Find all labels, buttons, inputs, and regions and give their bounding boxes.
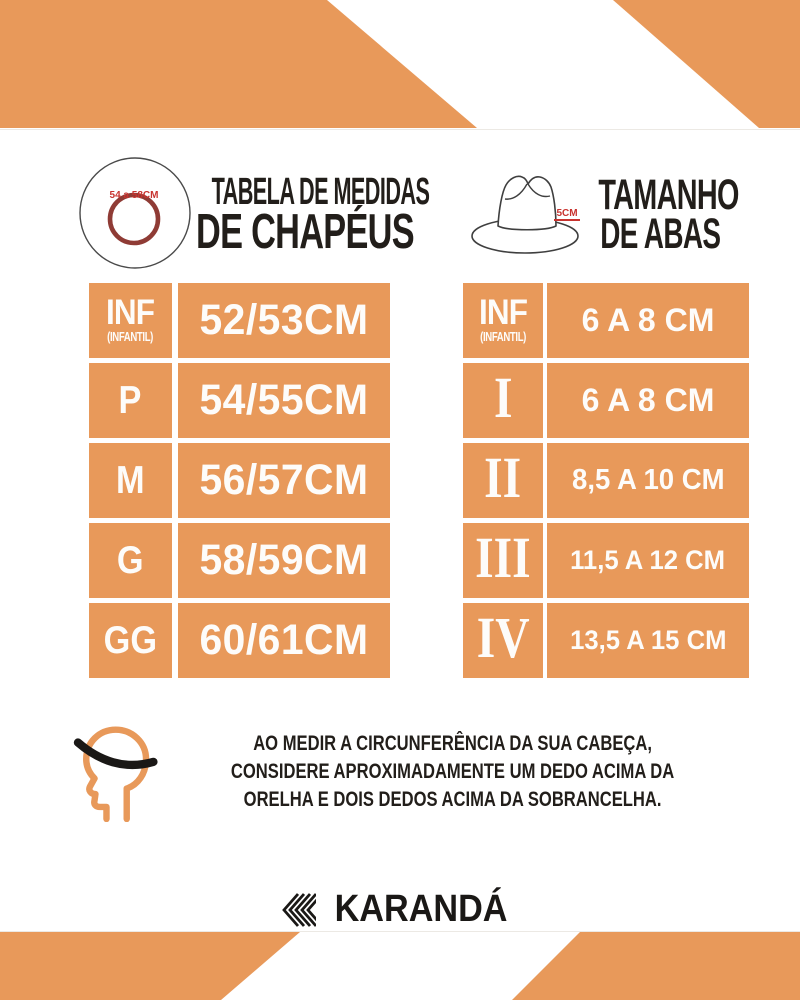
- size-value-cell: 52/53CM: [178, 283, 390, 358]
- brim-label: III: [475, 525, 531, 590]
- brim-width-label: 5CM: [556, 208, 577, 219]
- brim-label: II: [484, 445, 522, 510]
- brim-value-cell: 11,5 A 12 CM: [547, 523, 749, 598]
- brand-logo: KARANDÁ: [0, 888, 800, 931]
- brim-label-cell: II: [463, 443, 543, 518]
- brim-label-cell: I: [463, 363, 543, 438]
- brim-value-cell: 8,5 A 10 CM: [547, 443, 749, 518]
- size-value: 56/57CM: [199, 456, 369, 504]
- brim-label: I: [493, 365, 513, 430]
- size-label-cell: INF (INFANTIL): [89, 283, 172, 358]
- note-line-2: CONSIDERE APROXIMADAMENTE UM DEDO ACIMA …: [231, 760, 675, 783]
- size-value: 60/61CM: [199, 616, 369, 664]
- size-label-cell: GG: [89, 603, 172, 678]
- size-label: G: [117, 538, 144, 582]
- brim-size-title-line1: TAMANHO: [598, 171, 739, 219]
- size-value: 54/55CM: [199, 376, 369, 424]
- brim-value: 11,5 A 12 CM: [570, 545, 726, 575]
- hat-size-title: TABELA DE MEDIDAS DE CHAPÉUS: [160, 173, 430, 259]
- size-label: INF (INFANTIL): [106, 293, 155, 344]
- size-value-cell: 60/61CM: [178, 603, 390, 678]
- size-value-cell: 56/57CM: [178, 443, 390, 518]
- size-value-cell: 58/59CM: [178, 523, 390, 598]
- size-label-cell: P: [89, 363, 172, 438]
- brim-size-title-line2: DE ABAS: [600, 210, 721, 258]
- karanda-logo-mark: [282, 892, 317, 927]
- brim-value-cell: 13,5 A 15 CM: [547, 603, 749, 678]
- brim-size-title: TAMANHO DE ABAS: [568, 171, 752, 258]
- brim-size-table: INF (INFANTIL) 6 A 8 CM I 6 A 8 CM II 8,…: [463, 283, 749, 678]
- brim-value: 8,5 A 10 CM: [571, 464, 725, 496]
- brand-name: KARANDÁ: [335, 888, 508, 930]
- brim-value-cell: 6 A 8 CM: [547, 283, 749, 358]
- size-value-cell: 54/55CM: [178, 363, 390, 438]
- size-label-cell: M: [89, 443, 172, 518]
- brim-value: 6 A 8 CM: [581, 382, 715, 418]
- brim-label: INF (INFANTIL): [478, 293, 528, 344]
- brim-label-cell: INF (INFANTIL): [463, 283, 543, 358]
- hat-size-title-line2: DE CHAPÉUS: [196, 205, 415, 259]
- brim-value-cell: 6 A 8 CM: [547, 363, 749, 438]
- top-ribbon-decoration: [0, 0, 800, 128]
- top-band-edge-line: [0, 129, 800, 130]
- size-label: P: [119, 378, 142, 422]
- brim-label-cell: III: [463, 523, 543, 598]
- measuring-note: AO MEDIR A CIRCUNFERÊNCIA DA SUA CABEÇA,…: [0, 722, 800, 822]
- note-line-3: ORELHA E DOIS DEDOS ACIMA DA SOBRANCELHA…: [244, 788, 662, 811]
- size-label-cell: G: [89, 523, 172, 598]
- note-line-1: AO MEDIR A CIRCUNFERÊNCIA DA SUA CABEÇA,: [253, 732, 653, 755]
- bottom-ribbon-decoration: [0, 932, 800, 1000]
- size-label: M: [116, 458, 145, 502]
- measuring-note-text: AO MEDIR A CIRCUNFERÊNCIA DA SUA CABEÇA,…: [172, 730, 733, 814]
- brim-value: 13,5 A 15 CM: [569, 625, 727, 655]
- fedora-hat-icon: 5CM: [471, 175, 580, 254]
- head-circumference-label: 54 a 58CM: [110, 190, 159, 201]
- size-label: GG: [103, 618, 158, 662]
- brim-label-cell: IV: [463, 603, 543, 678]
- brim-value: 6 A 8 CM: [581, 302, 715, 338]
- size-value: 52/53CM: [199, 296, 369, 344]
- brim-label: IV: [476, 605, 530, 670]
- bottom-band-edge-line: [0, 931, 800, 932]
- head-measure-icon: [74, 726, 158, 822]
- hat-top-view-icon: 54 a 58CM: [79, 157, 191, 269]
- size-value: 58/59CM: [199, 536, 369, 584]
- hat-size-table: INF (INFANTIL) 52/53CM P 54/55CM M 56/57…: [89, 283, 390, 678]
